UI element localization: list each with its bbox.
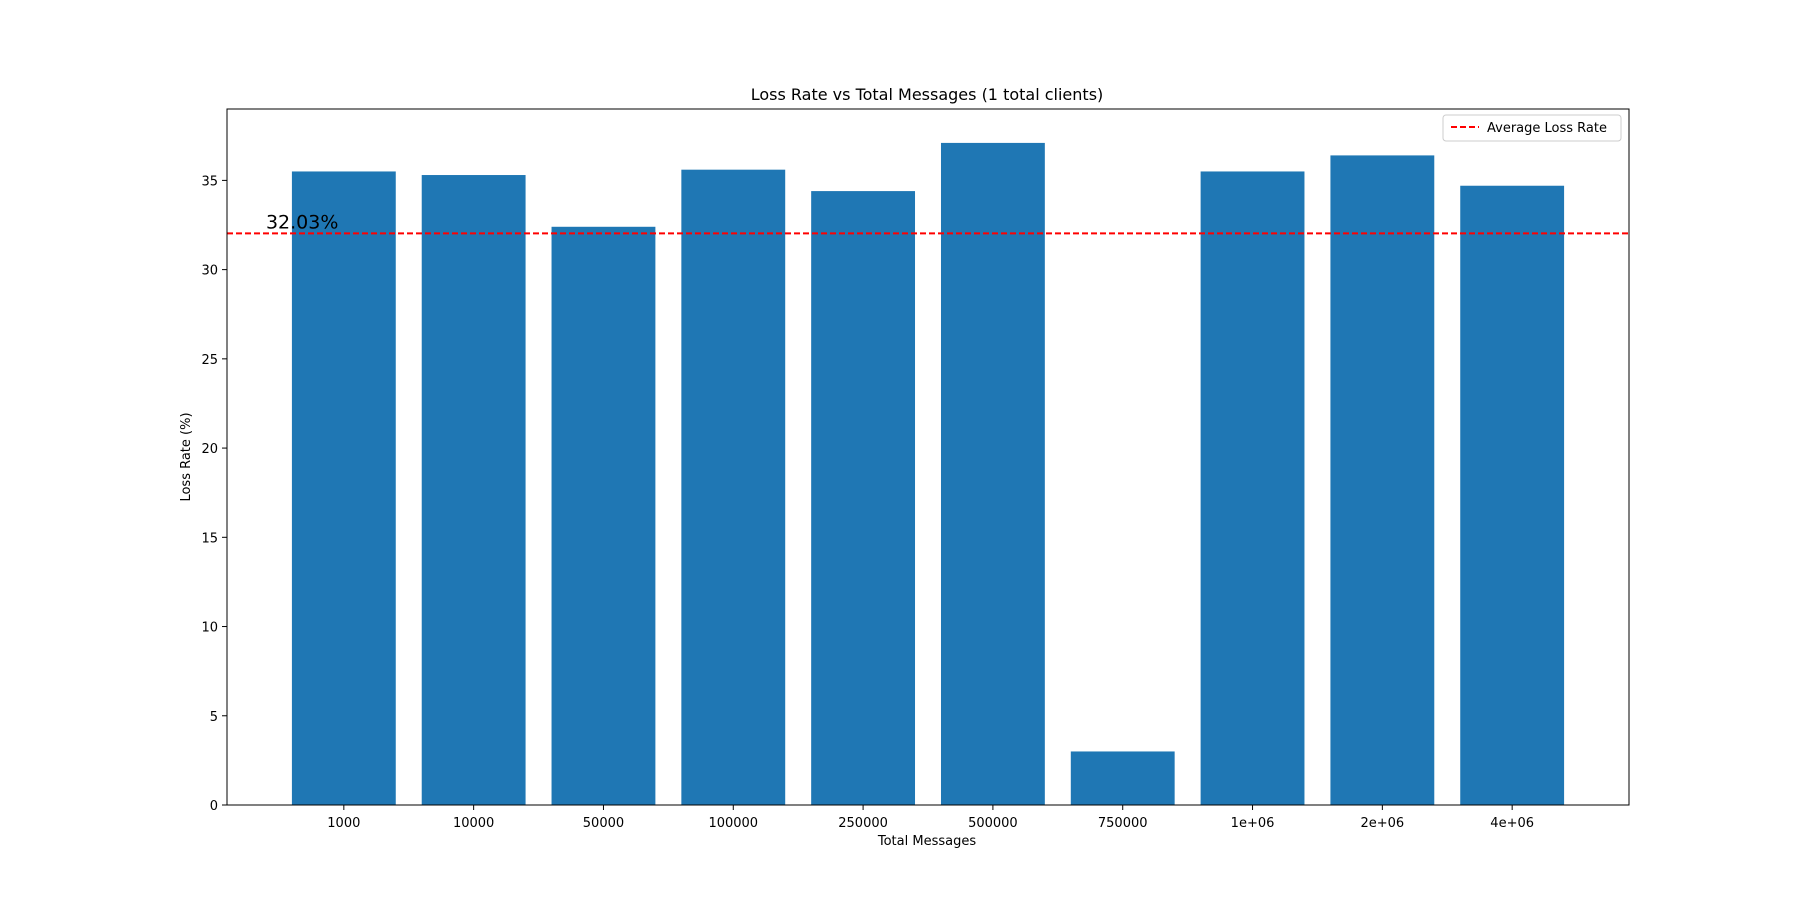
plot-frame [226, 108, 1630, 806]
bars-group [291, 142, 1565, 806]
y-tick-label-30: 30 [201, 264, 218, 279]
x-axis-title: Total Messages [877, 834, 976, 849]
y-tick-label-5: 5 [210, 710, 218, 725]
bar-10000 [421, 175, 526, 805]
bar-750000 [1070, 751, 1175, 805]
x-tick-label-250000: 250000 [838, 816, 888, 831]
bar-50000 [551, 226, 656, 806]
y-tick-label-15: 15 [201, 531, 218, 546]
average-line-group: 32.03% [227, 211, 1629, 235]
average-loss-rate-annotation: 32.03% [266, 211, 338, 233]
x-tick-label-10000: 10000 [453, 816, 494, 831]
y-axis-title: Loss Rate (%) [179, 412, 194, 501]
x-tick-label-100000: 100000 [708, 816, 758, 831]
bar-1000 [291, 171, 396, 805]
legend-box [1442, 114, 1622, 142]
y-tick-label-10: 10 [201, 621, 218, 636]
bar-4e+06 [1460, 185, 1565, 805]
bar-100000 [681, 169, 786, 805]
y-tick-label-0: 0 [210, 799, 218, 814]
chart-title: Loss Rate vs Total Messages (1 total cli… [751, 85, 1104, 104]
bar-2e+06 [1330, 155, 1435, 805]
y-tick-label-25: 25 [201, 353, 218, 368]
bar-250000 [811, 191, 916, 806]
legend: Average Loss Rate [1442, 114, 1622, 142]
x-tick-label-4e+06: 4e+06 [1490, 816, 1534, 831]
x-tick-label-1000: 1000 [327, 816, 360, 831]
y-tick-label-20: 20 [201, 442, 218, 457]
x-tick-label-750000: 750000 [1098, 816, 1148, 831]
x-axis: 1000 10000 50000 100000 250000 500000 750000 1e… [327, 805, 1534, 831]
y-tick-label-35: 35 [201, 174, 218, 189]
bar-1e+06 [1200, 171, 1305, 805]
x-tick-label-500000: 500000 [968, 816, 1018, 831]
y-axis: 0 5 10 15 20 25 30 35 [201, 174, 227, 814]
bar-500000 [940, 142, 1045, 805]
x-tick-label-2e+06: 2e+06 [1360, 816, 1404, 831]
x-tick-label-50000: 50000 [583, 816, 624, 831]
legend-label-average-loss-rate: Average Loss Rate [1487, 121, 1607, 136]
x-tick-label-1e+06: 1e+06 [1231, 816, 1275, 831]
